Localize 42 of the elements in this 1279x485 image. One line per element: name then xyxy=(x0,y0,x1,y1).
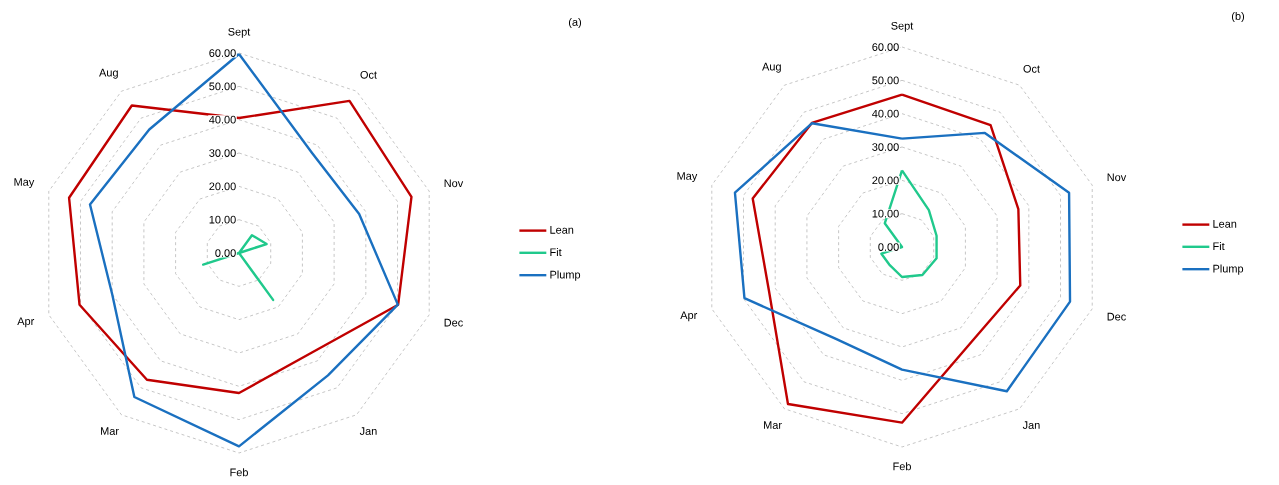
legend-label: Plump xyxy=(1213,264,1244,275)
spoke-label: Dec xyxy=(444,318,463,327)
chart-title: (b) xyxy=(1231,11,1245,23)
spoke-label: Dec xyxy=(1107,312,1126,321)
spoke-label: Aug xyxy=(762,62,781,73)
spoke-label: Feb xyxy=(230,468,248,477)
spoke-label: Sept xyxy=(228,27,251,38)
y-tick-label: 20.00 xyxy=(209,182,236,191)
y-tick-label: 50.00 xyxy=(872,76,899,85)
spoke-label: Oct xyxy=(360,70,377,79)
spoke-label: Nov xyxy=(1107,173,1127,182)
y-tick-label: 30.00 xyxy=(209,149,236,157)
y-tick-label: 40.00 xyxy=(209,115,236,124)
y-tick-label: 10.00 xyxy=(872,209,899,218)
y-tick-label: 30.00 xyxy=(872,143,899,151)
y-tick-label: 0.00 xyxy=(215,249,236,257)
spoke-label: Mar xyxy=(101,427,119,435)
y-tick-label: 20.00 xyxy=(872,176,899,185)
spoke-label: Aug xyxy=(99,68,118,79)
spoke-label: Oct xyxy=(1023,64,1040,73)
y-tick-label: 50.00 xyxy=(209,82,236,91)
y-tick-label: 60.00 xyxy=(209,49,236,57)
spoke-label: May xyxy=(14,178,35,189)
legend-label: Lean xyxy=(1213,220,1237,228)
spoke-label: Jan xyxy=(359,427,377,435)
spoke-label: May xyxy=(677,172,698,183)
legend-label: Plump xyxy=(550,270,581,281)
spoke-label: Sept xyxy=(891,21,914,32)
y-tick-label: 60.00 xyxy=(872,43,899,51)
legend-label: Lean xyxy=(550,226,574,234)
spoke-label: Apr xyxy=(680,311,698,322)
y-tick-label: 40.00 xyxy=(872,109,899,118)
spoke-label: Jan xyxy=(1022,421,1040,429)
y-tick-label: 10.00 xyxy=(209,215,236,224)
y-tick-label: 0.00 xyxy=(878,243,899,251)
legend-label: Fit xyxy=(1213,242,1225,251)
spoke-label: Apr xyxy=(17,317,35,328)
spoke-label: Feb xyxy=(893,462,911,471)
spoke-label: Mar xyxy=(764,421,782,429)
spoke-label: Nov xyxy=(444,179,464,188)
chart-title: (a) xyxy=(568,17,582,29)
legend-label: Fit xyxy=(550,248,562,257)
